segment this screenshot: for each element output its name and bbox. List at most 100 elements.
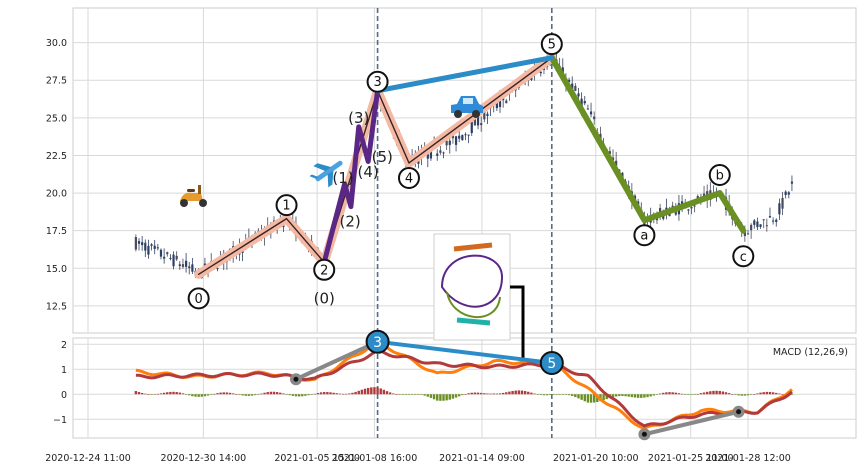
macd-histogram-bar <box>643 394 646 398</box>
macd-histogram-bar <box>753 394 756 395</box>
price-y-tick-label: 27.5 <box>46 76 67 87</box>
macd-wave-marker-5: 5 <box>547 356 556 372</box>
macd-histogram-bar <box>357 390 360 395</box>
macd-histogram-bar <box>561 394 564 395</box>
macd-histogram-bar <box>231 393 235 395</box>
scooter-icon <box>180 185 207 207</box>
macd-histogram-bar <box>577 394 580 399</box>
candle-body <box>784 191 787 195</box>
candle-body <box>147 245 150 255</box>
macd-histogram-bar <box>665 392 668 395</box>
candle-body <box>172 254 175 267</box>
macd-histogram-bar <box>210 394 213 395</box>
macd-histogram-bar <box>344 393 348 395</box>
macd-histogram-bar <box>282 393 285 395</box>
macd-histogram-bar <box>366 387 370 395</box>
wave-label-a: a <box>640 229 648 244</box>
macd-pivot-core <box>293 376 299 382</box>
macd-histogram-bar <box>621 394 624 397</box>
macd-histogram-bar <box>238 394 241 395</box>
macd-histogram-bar <box>508 391 511 395</box>
macd-pivot-core <box>641 431 647 437</box>
macd-histogram-bar <box>140 392 144 395</box>
macd-histogram-bar <box>200 394 203 397</box>
price-y-tick-label: 22.5 <box>46 151 67 162</box>
macd-y-tick-label: 2 <box>61 340 67 351</box>
macd-histogram-bar <box>379 388 382 395</box>
macd-histogram-bar <box>241 394 244 396</box>
candle-body <box>141 242 144 246</box>
candle-body <box>574 85 577 91</box>
macd-histogram-bar <box>539 394 543 395</box>
macd-histogram-bar <box>523 391 527 395</box>
macd-histogram-bar <box>194 394 197 397</box>
macd-histogram-bar <box>743 394 747 396</box>
macd-legend: MACD (12,26,9) <box>773 347 848 358</box>
candle-body <box>615 160 618 166</box>
macd-histogram-bar <box>206 394 210 396</box>
macd-histogram-bar <box>301 394 304 397</box>
macd-histogram-bar <box>373 387 376 395</box>
candle-body <box>514 89 517 91</box>
x-tick-label: 2021-01-25 11:00 <box>648 453 734 464</box>
macd-divergence-link <box>375 339 554 365</box>
macd-histogram-bar <box>724 392 728 395</box>
macd-histogram-bar <box>530 392 533 395</box>
candle-body <box>159 249 163 257</box>
candle-body <box>436 153 439 156</box>
candle-body <box>743 230 746 237</box>
macd-histogram-bar <box>680 393 684 395</box>
candle-body <box>580 98 583 108</box>
macd-histogram-bar <box>213 393 216 395</box>
subwave-label: (1) <box>332 169 353 187</box>
candle-body <box>166 252 169 255</box>
candle-body <box>451 135 455 139</box>
subwave-label: (2) <box>339 213 360 231</box>
candle-body <box>775 219 778 222</box>
macd-histogram-bar <box>414 394 417 395</box>
macd-histogram-bar <box>511 390 514 395</box>
candle-body <box>439 150 442 153</box>
macd-histogram-bar <box>627 394 630 397</box>
macd-histogram-bar <box>470 392 473 395</box>
macd-histogram-bar <box>169 391 172 395</box>
macd-histogram-bar <box>684 394 687 395</box>
macd-histogram-bar <box>555 394 558 395</box>
candle-body <box>498 97 502 107</box>
macd-histogram-bar <box>514 390 517 395</box>
macd-histogram-bar <box>614 394 618 397</box>
macd-histogram-bar <box>253 394 257 396</box>
macd-histogram-bar <box>492 393 495 395</box>
macd-histogram-bar <box>310 394 313 395</box>
macd-histogram-bar <box>690 394 693 395</box>
macd-histogram-bar <box>144 393 147 395</box>
macd-histogram-bar <box>618 394 621 397</box>
macd-histogram-bar <box>363 388 367 395</box>
macd-histogram-bar <box>517 390 521 395</box>
x-tick-label: 2021-01-08 16:00 <box>332 453 418 464</box>
macd-histogram-bar <box>323 392 326 395</box>
macd-histogram-bar <box>586 394 590 403</box>
candle-body <box>144 242 147 251</box>
macd-histogram-bar <box>583 394 586 402</box>
macd-histogram-bar <box>646 394 649 398</box>
candle-body <box>486 113 489 116</box>
candle-body <box>191 264 194 272</box>
macd-y-tick-label: −1 <box>53 415 67 426</box>
macd-histogram-bar <box>297 394 301 397</box>
macd-histogram-bar <box>426 394 430 397</box>
airplane-icon <box>309 160 343 188</box>
macd-histogram-bar <box>401 394 404 395</box>
macd-histogram-bar <box>762 392 765 395</box>
macd-histogram-bar <box>445 394 448 401</box>
macd-histogram-bar <box>329 392 332 395</box>
candle-body <box>467 134 470 136</box>
candle-body <box>426 150 429 159</box>
macd-histogram-bar <box>162 392 166 395</box>
wave-label-3: 3 <box>373 75 381 90</box>
wave-label-circle <box>397 167 420 190</box>
macd-histogram-bar <box>395 394 398 395</box>
macd-histogram-bar <box>288 394 291 396</box>
x-tick-label: 2021-01-28 12:00 <box>705 453 791 464</box>
macd-histogram-bar <box>432 394 436 400</box>
